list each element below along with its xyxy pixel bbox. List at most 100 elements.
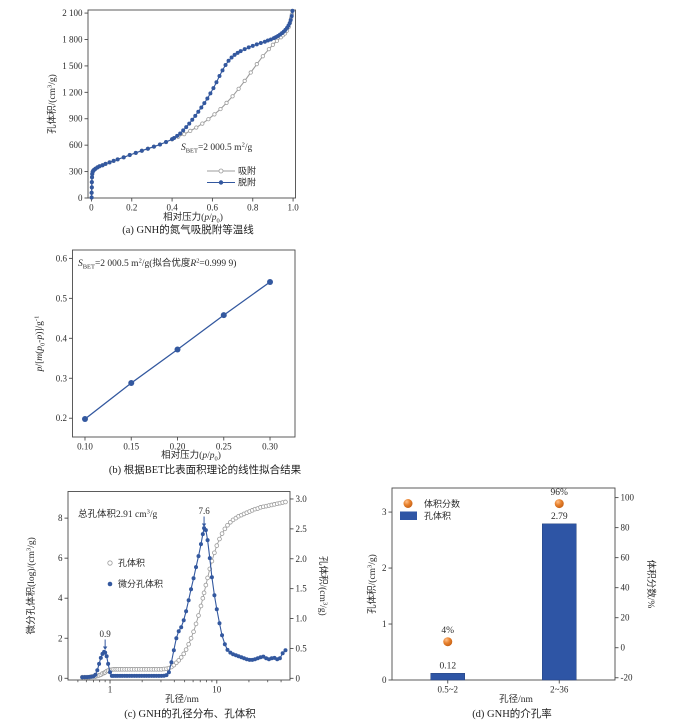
- svg-text:微分孔体积(log)/(cm3/g): 微分孔体积(log)/(cm3/g): [25, 537, 37, 634]
- peak-arrow-1: [201, 523, 207, 527]
- svg-text:2: 2: [382, 563, 387, 573]
- svg-text:1.0: 1.0: [287, 203, 299, 213]
- svg-text:0: 0: [382, 675, 387, 685]
- svg-text:1 500: 1 500: [62, 61, 83, 71]
- svg-text:0.3: 0.3: [56, 373, 68, 383]
- svg-text:60: 60: [621, 553, 631, 563]
- svg-text:0: 0: [296, 673, 301, 683]
- panel-c: 1 10 0 2 4 6 8 0 0.5 1.0 1.5 2.0 2.5 3.0 孔径/nm 微分孔体积(lo…: [25, 491, 329, 705]
- svg-text:900: 900: [69, 114, 83, 124]
- svg-text:SBET=2 000.5 m2/g(拟合优度R2=0.999: SBET=2 000.5 m2/g(拟合优度R2=0.999 9): [78, 257, 236, 271]
- caption-c: (c) GNH的孔径分布、孔体积: [124, 709, 256, 720]
- svg-text:吸附: 吸附: [238, 165, 256, 176]
- svg-text:0.30: 0.30: [262, 442, 278, 452]
- svg-text:0.20: 0.20: [170, 442, 186, 452]
- svg-text:0.10: 0.10: [77, 442, 93, 452]
- legend-dot-marker: [403, 499, 413, 508]
- series-line-a-0: [91, 10, 294, 198]
- svg-text:0.8: 0.8: [247, 203, 259, 213]
- svg-text:0.4: 0.4: [166, 203, 178, 213]
- svg-text:孔体积: 孔体积: [118, 557, 145, 568]
- svg-text:0.2: 0.2: [56, 413, 67, 423]
- svg-text:8: 8: [58, 513, 63, 523]
- svg-text:80: 80: [621, 523, 631, 533]
- panel-d: 0.5~2 2~36 0 1 2 3 -20 0 20 40 60 80 100 孔径/nm 孔体积/(cm…: [366, 487, 657, 705]
- panel-a: 0 0.2 0.4 0.6 0.8 1.0 0 300 600 900 1 200 1 500 1 80…: [46, 8, 299, 225]
- caption-b: (b) 根据BET比表面积理论的线性拟合结果: [108, 465, 302, 476]
- svg-text:6: 6: [58, 553, 63, 563]
- svg-text:体积分数/%: 体积分数/%: [645, 560, 657, 609]
- svg-text:0: 0: [89, 203, 94, 213]
- axes-box-a: [87, 9, 296, 199]
- caption-a: (a) GNH的氮气吸脱附等温线: [122, 225, 254, 236]
- caption-d: (d) GNH的介孔率: [472, 709, 552, 720]
- svg-text:孔体积/(cm3/g): 孔体积/(cm3/g): [366, 554, 378, 614]
- svg-text:2.0: 2.0: [296, 554, 308, 564]
- svg-text:脱附: 脱附: [238, 177, 256, 188]
- series-line-c-0: [82, 501, 286, 678]
- svg-text:2 100: 2 100: [62, 8, 83, 18]
- svg-text:2.79: 2.79: [551, 512, 568, 522]
- svg-text:孔径/nm: 孔径/nm: [499, 693, 533, 705]
- svg-text:0.9: 0.9: [100, 629, 112, 639]
- svg-text:相对压力(p/p0): 相对压力(p/p0): [163, 211, 223, 225]
- svg-text:100: 100: [621, 493, 635, 503]
- svg-text:相对压力(p/p0): 相对压力(p/p0): [161, 449, 221, 463]
- svg-text:0.15: 0.15: [123, 442, 139, 452]
- svg-text:微分孔体积: 微分孔体积: [118, 578, 163, 589]
- svg-text:7.6: 7.6: [198, 506, 210, 516]
- svg-text:-20: -20: [621, 673, 633, 683]
- svg-text:0.5: 0.5: [56, 293, 68, 303]
- svg-text:0.4: 0.4: [56, 333, 68, 343]
- svg-text:体积分数: 体积分数: [424, 498, 460, 509]
- svg-text:孔体积: 孔体积: [424, 510, 451, 521]
- legend-bar-marker: [400, 511, 417, 520]
- svg-text:2~36: 2~36: [550, 685, 569, 695]
- svg-text:总孔体积2.91 cm3/g: 总孔体积2.91 cm3/g: [78, 508, 157, 520]
- svg-text:0: 0: [621, 643, 626, 653]
- svg-text:300: 300: [69, 167, 83, 177]
- svg-text:3: 3: [382, 507, 387, 517]
- bar-0: [430, 673, 465, 681]
- svg-text:2: 2: [58, 633, 63, 643]
- svg-text:0.5: 0.5: [296, 643, 308, 653]
- svg-text:孔体积/(cm3/g): 孔体积/(cm3/g): [46, 74, 58, 134]
- svg-text:1.5: 1.5: [296, 584, 308, 594]
- svg-text:1: 1: [108, 685, 113, 695]
- panel-b: 0.10 0.15 0.20 0.25 0.30 0.2 0.3 0.4 0.5 0.6 相对压力(…: [33, 249, 296, 463]
- svg-text:孔体积/(cm3/g): 孔体积/(cm3/g): [317, 556, 329, 616]
- axes-box-d: [391, 487, 616, 681]
- svg-text:p/[m(p0-p)]/g-1: p/[m(p0-p)]/g-1: [33, 316, 46, 373]
- svg-text:4: 4: [58, 593, 63, 603]
- dot-0: [443, 637, 453, 647]
- svg-text:600: 600: [69, 140, 83, 150]
- svg-text:0.6: 0.6: [207, 203, 219, 213]
- svg-text:0.2: 0.2: [126, 203, 137, 213]
- svg-text:2.5: 2.5: [296, 524, 308, 534]
- svg-text:0.5~2: 0.5~2: [437, 685, 458, 695]
- svg-text:0.25: 0.25: [216, 442, 232, 452]
- dot-1: [554, 499, 564, 509]
- svg-text:1.0: 1.0: [296, 614, 308, 624]
- bar-1: [542, 523, 577, 681]
- svg-text:20: 20: [621, 613, 631, 623]
- svg-text:0.12: 0.12: [439, 661, 456, 671]
- svg-text:10: 10: [212, 685, 222, 695]
- svg-text:0: 0: [58, 673, 63, 683]
- svg-text:SBET=2 000.5 m2/g: SBET=2 000.5 m2/g: [181, 141, 252, 154]
- svg-text:40: 40: [621, 583, 631, 593]
- series-line-a-1: [91, 10, 294, 198]
- axes-box-b: [72, 249, 296, 438]
- svg-text:0: 0: [78, 193, 83, 203]
- svg-text:1: 1: [382, 619, 387, 629]
- svg-text:0.6: 0.6: [56, 253, 68, 263]
- svg-text:4%: 4%: [441, 626, 454, 636]
- peak-arrow-0: [102, 646, 108, 650]
- axes-box-c: [67, 491, 291, 681]
- svg-text:3.0: 3.0: [296, 494, 308, 504]
- svg-text:1 200: 1 200: [62, 87, 83, 97]
- svg-text:孔径/nm: 孔径/nm: [165, 693, 199, 705]
- svg-text:96%: 96%: [551, 488, 569, 498]
